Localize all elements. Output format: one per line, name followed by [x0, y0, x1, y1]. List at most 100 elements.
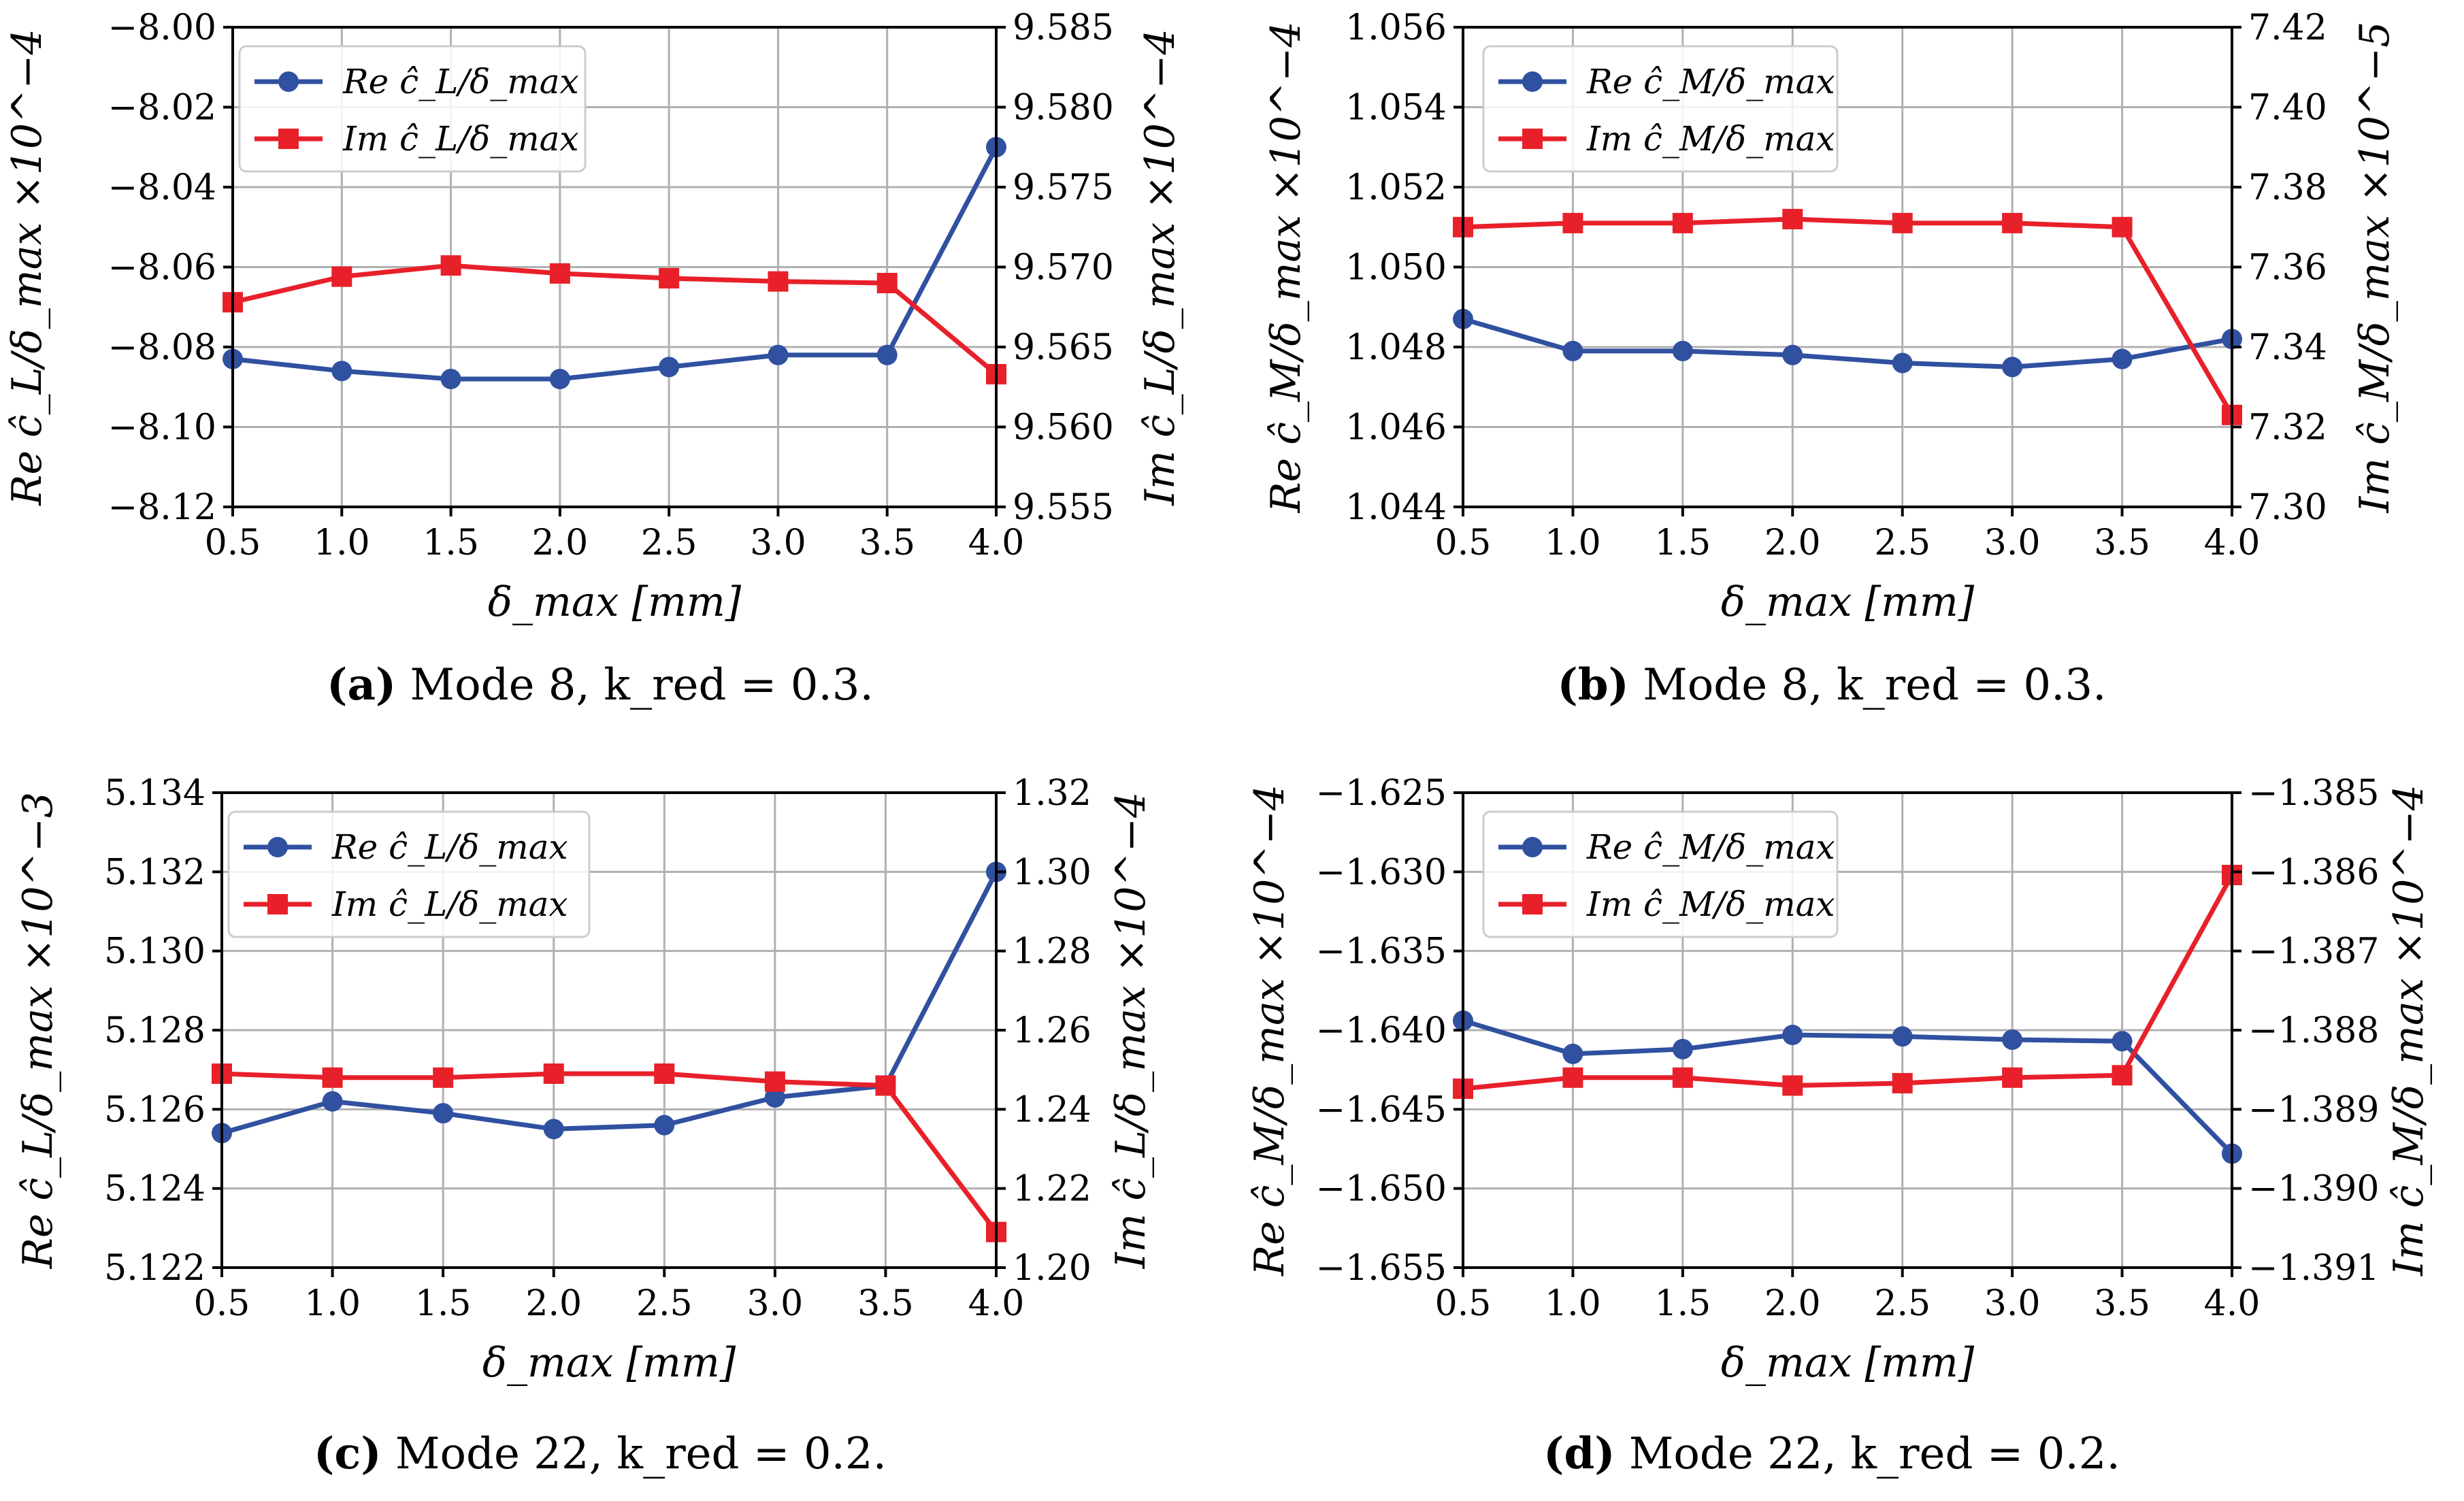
im-legend-marker: [267, 894, 288, 914]
x-tick-label: 2.5: [1874, 523, 1931, 563]
x-tick-label: 2.0: [1764, 1283, 1821, 1324]
y-left-tick-label: −1.635: [1316, 931, 1447, 972]
y-right-tick-label: 7.38: [2248, 167, 2327, 208]
x-tick-label: 1.5: [415, 1283, 472, 1324]
y-right-tick-label: 9.580: [1013, 88, 1114, 129]
y-right-tick-label: −1.391: [2248, 1248, 2379, 1289]
y-left-tick-label: −8.02: [108, 88, 216, 129]
y-left-tick-label: 1.048: [1345, 327, 1447, 368]
x-tick-label: 3.0: [750, 523, 806, 563]
caption-space: [396, 660, 410, 710]
im-data-point: [764, 1071, 785, 1092]
x-tick-label: 0.5: [205, 523, 261, 563]
x-tick-label: 4.0: [2204, 1283, 2261, 1324]
re-legend-marker: [267, 837, 288, 857]
y-right-tick-label: −1.387: [2248, 931, 2379, 972]
x-tick-label: 2.5: [641, 523, 697, 563]
y-left-tick-label: −1.625: [1316, 773, 1447, 814]
im-data-point: [1562, 1067, 1583, 1088]
y-right-tick-label: −1.388: [2248, 1010, 2379, 1051]
re-data-point: [1562, 340, 1583, 361]
im-series-line: [1462, 874, 2235, 1091]
re-data-point: [331, 361, 352, 382]
caption-letter: (a): [327, 659, 396, 710]
chart-panel-b: 0.5 1.0 1.5 2.0 2.5 3.0 3.5 4.0 1.056 7.42 1.054 7.…: [1262, 7, 2399, 710]
re-series-line: [1462, 1018, 2234, 1155]
legend-entry-label: Im ĉ_L/δ_max: [331, 885, 568, 924]
re-data-point: [2002, 357, 2023, 378]
y-right-tick-label: −1.390: [2248, 1169, 2379, 1210]
y-right-tick-label: 7.36: [2248, 248, 2327, 288]
legend: Re ĉ_L/δ_max Im ĉ_L/δ_max: [227, 810, 591, 938]
x-tick-label: 3.5: [859, 523, 915, 563]
im-data-point: [876, 273, 898, 293]
y-right-tick-label: 9.575: [1013, 167, 1114, 208]
caption-text: Mode 8, k_red = 0.3.: [410, 660, 874, 710]
re-data-point: [549, 369, 570, 389]
y-right-axis-label: Im ĉ_L/δ_max ×10^−4: [1136, 29, 1184, 506]
x-tick-label: 3.0: [1984, 1283, 2041, 1324]
x-axis-label: δ_max [mm]: [1721, 578, 1975, 626]
y-left-tick-label: 5.124: [104, 1169, 206, 1210]
y-left-tick-label: 5.128: [104, 1010, 206, 1051]
subfigure-caption: (b) Mode 8, k_red = 0.3.: [1558, 659, 2107, 710]
y-left-tick-label: −1.650: [1316, 1169, 1447, 1210]
x-tick-label: 0.5: [1435, 1283, 1492, 1324]
im-data-point: [433, 1067, 454, 1088]
y-left-tick-label: 5.132: [104, 852, 206, 893]
y-left-axis-label: Re ĉ_L/δ_max ×10^−4: [3, 29, 51, 506]
legend: Re ĉ_M/δ_max Im ĉ_M/δ_max: [1482, 45, 1839, 173]
x-tick-label: 3.5: [2094, 523, 2150, 563]
y-right-axis-label: Im ĉ_M/δ_max ×10^−5: [2351, 22, 2399, 514]
x-tick-label: 1.5: [423, 523, 479, 563]
legend-box: [227, 810, 591, 938]
x-tick-label: 4.0: [968, 1283, 1025, 1324]
im-data-point: [2002, 212, 2023, 233]
y-left-tick-label: 1.044: [1345, 487, 1447, 528]
y-left-tick-label: 5.122: [104, 1248, 206, 1289]
im-data-point: [659, 267, 680, 288]
x-tick-label: 3.0: [747, 1283, 804, 1324]
y-left-tick-label: −8.10: [108, 408, 216, 448]
y-right-tick-label: −1.389: [2248, 1089, 2379, 1130]
im-data-point: [1672, 212, 1693, 233]
y-right-tick-label: 9.555: [1013, 487, 1114, 528]
y-left-tick-label: −1.655: [1316, 1248, 1447, 1289]
re-legend-marker: [278, 71, 299, 92]
y-right-tick-label: 9.570: [1013, 248, 1114, 288]
y-left-tick-label: −1.640: [1316, 1010, 1447, 1051]
legend-entry-label: Im ĉ_M/δ_max: [1586, 885, 1835, 924]
legend-box: [1482, 45, 1839, 173]
y-right-tick-label: 7.32: [2248, 408, 2327, 448]
y-left-tick-label: −8.12: [108, 487, 216, 528]
re-data-point: [1562, 1043, 1583, 1064]
x-tick-label: 1.5: [1655, 1283, 1711, 1324]
x-tick-label: 3.0: [1984, 523, 2041, 563]
re-data-point: [1782, 344, 1803, 365]
legend-box: [1482, 810, 1839, 938]
im-data-point: [1562, 212, 1583, 233]
caption-text: Mode 22, k_red = 0.2.: [395, 1429, 887, 1479]
x-tick-label: 2.5: [636, 1283, 693, 1324]
x-tick-label: 2.0: [1764, 523, 1821, 563]
re-data-point: [2112, 348, 2133, 369]
caption-space: [382, 1429, 395, 1479]
re-data-point: [322, 1091, 343, 1112]
re-data-point: [876, 344, 898, 365]
re-data-point: [2112, 1031, 2133, 1052]
y-right-tick-label: 9.560: [1013, 408, 1114, 448]
legend-entry-label: Re ĉ_M/δ_max: [1586, 62, 1835, 101]
re-data-point: [1672, 1038, 1693, 1059]
im-data-point: [2112, 216, 2133, 237]
legend-entry-label: Im ĉ_L/δ_max: [342, 119, 579, 159]
y-right-tick-label: 7.34: [2248, 327, 2327, 368]
legend: Re ĉ_M/δ_max Im ĉ_M/δ_max: [1482, 810, 1839, 938]
x-tick-label: 1.0: [1545, 523, 1601, 563]
y-left-tick-label: 5.126: [104, 1089, 206, 1130]
y-left-tick-label: −8.04: [108, 167, 216, 208]
re-legend-marker: [1522, 837, 1543, 857]
x-tick-label: 0.5: [194, 1283, 250, 1324]
re-data-point: [1672, 340, 1693, 361]
im-data-point: [549, 263, 570, 284]
